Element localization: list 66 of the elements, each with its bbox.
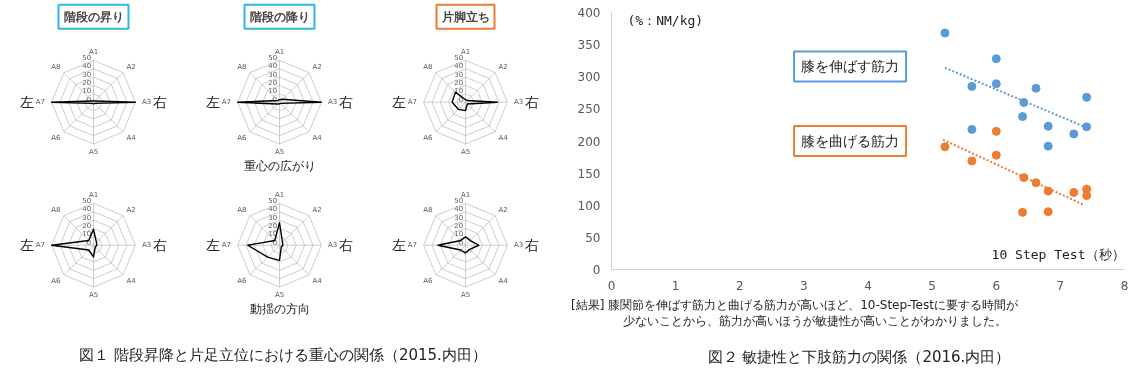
y-tick-label: 400	[577, 6, 601, 20]
text: 少ないことから、筋力が高いほうが敏捷性が高いことがわかりました。	[622, 314, 1007, 328]
x-tick-label: 8	[1120, 278, 1129, 293]
text: 膝を曲げる筋力	[801, 133, 900, 149]
x-tick-label: 3	[800, 278, 808, 293]
y-tick-label: 350	[577, 38, 601, 53]
point	[1043, 141, 1053, 151]
text: 右	[338, 94, 353, 111]
point	[1031, 178, 1041, 188]
point	[991, 79, 1001, 89]
x-axis-title: 10 Step Test（秒）	[991, 246, 1125, 262]
text: 左	[392, 94, 407, 111]
point	[967, 124, 977, 134]
chart-title: 階段の昇り	[63, 9, 124, 24]
x-tick-label: 2	[735, 278, 744, 293]
point	[991, 126, 1001, 136]
text: [結果] 膝関節を伸ばす筋力と曲げる筋力が高いほど、10-Step-Testに要する時間が	[571, 298, 1018, 312]
x-tick-label: 6	[992, 278, 1001, 293]
x-tick-label: 7	[1056, 278, 1065, 293]
x-tick-label: 5	[928, 278, 936, 293]
x-tick-label: 4	[864, 278, 872, 293]
y-axis-title: (%：NM/kg)	[627, 12, 704, 28]
point	[1019, 97, 1029, 107]
point	[1018, 207, 1028, 217]
y-tick-label: 50	[585, 230, 601, 245]
point	[1043, 207, 1053, 217]
point	[1018, 112, 1028, 122]
point	[1043, 121, 1053, 131]
caption: 図２ 敏捷性と下肢筋力の関係（2016.内田）	[707, 347, 1011, 368]
y-tick-label: 100	[577, 198, 601, 213]
text: 動揺の方向	[249, 302, 310, 317]
point	[940, 142, 950, 152]
y-tick-label: 300	[577, 70, 601, 85]
text: 右	[524, 94, 539, 111]
point	[1082, 191, 1092, 201]
point	[1082, 92, 1092, 102]
chart-title: 片脚立ち	[440, 9, 490, 24]
text: 右	[338, 237, 353, 254]
y-tick-label: 150	[577, 166, 601, 181]
caption: 図１ 階段昇降と片足立位における重心の関係（2015.内田）	[79, 345, 487, 366]
text: 膝を伸ばす筋力	[801, 58, 900, 75]
text: 右	[152, 237, 167, 254]
point	[1082, 122, 1092, 132]
point	[1031, 83, 1041, 93]
chart-title: 階段の降り	[249, 9, 310, 24]
point	[991, 54, 1001, 64]
text: 左	[206, 94, 221, 111]
y-tick-label: 250	[577, 102, 601, 117]
text: 右	[524, 237, 539, 254]
text: 右	[152, 94, 167, 111]
point	[1043, 186, 1053, 196]
point	[967, 156, 977, 166]
x-tick-label: 1	[671, 278, 680, 293]
point	[1069, 129, 1079, 139]
point	[940, 28, 950, 38]
x-tick-label: 0	[607, 278, 616, 293]
text: 左	[20, 237, 35, 254]
point	[991, 150, 1001, 160]
text: 左	[20, 94, 35, 111]
y-tick-label: 200	[577, 134, 601, 149]
y-tick-label: 0	[592, 263, 601, 277]
text: 左	[206, 237, 221, 254]
text: 左	[392, 237, 407, 254]
point	[967, 81, 977, 91]
text: 重心の広がり	[243, 159, 316, 174]
point	[1069, 187, 1079, 197]
